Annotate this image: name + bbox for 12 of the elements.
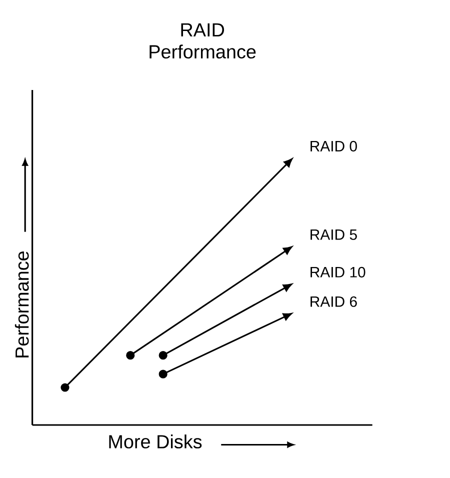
point (158, 370, 168, 378)
point (282, 284, 292, 292)
point (158, 351, 168, 360)
series-label: RAID 10 (310, 266, 366, 278)
series-label: RAID 5 (310, 229, 357, 240)
point (126, 351, 135, 360)
series-label: RAID 0 (310, 140, 357, 152)
series-label: RAID 6 (310, 296, 357, 307)
y-axis-title: Performance (14, 251, 29, 358)
point (282, 246, 292, 254)
x-axis-title: More Disks (109, 434, 202, 448)
chart-title: RAID Performance (150, 23, 256, 59)
